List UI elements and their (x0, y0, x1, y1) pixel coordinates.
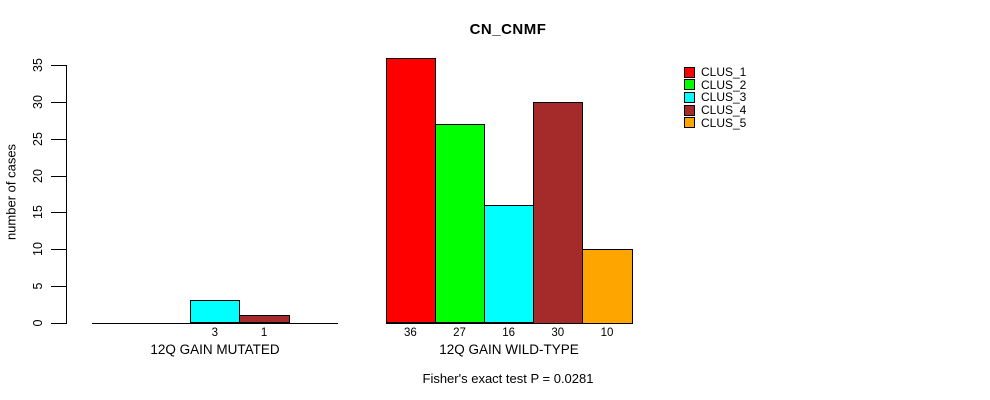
y-tick-label: 35 (31, 58, 45, 73)
y-tick (51, 102, 66, 103)
bar-value-label: 1 (260, 327, 268, 339)
y-tick-label: 20 (31, 168, 45, 183)
y-tick-label: 5 (31, 282, 45, 290)
legend-item-clus_1: CLUS_1 (684, 66, 746, 79)
legend-item-clus_3: CLUS_3 (684, 91, 746, 104)
legend-swatch (684, 117, 695, 129)
bar-value-label: 16 (502, 327, 516, 339)
y-tick (51, 322, 66, 324)
y-axis-label: number of cases (3, 143, 19, 241)
legend-label: CLUS_4 (701, 103, 747, 118)
y-tick (51, 212, 66, 214)
bar-clus_4-g1 (533, 102, 584, 324)
bar-clus_1-g1 (385, 57, 436, 324)
legend-swatch (684, 66, 695, 78)
bar-value-label: 36 (403, 327, 417, 339)
legend-item-clus_4: CLUS_4 (684, 104, 746, 117)
legend-item-clus_2: CLUS_2 (684, 79, 746, 92)
y-tick (51, 249, 66, 250)
group-label-wildtype: 12Q GAIN WILD-TYPE (439, 342, 579, 357)
bar-clus_5-g1 (582, 249, 633, 324)
chart-title: CN_CNMF (469, 21, 547, 38)
bar-value-label: 10 (600, 327, 614, 339)
legend-label: CLUS_5 (701, 115, 747, 130)
legend-label: CLUS_2 (701, 77, 747, 92)
bar-clus_4-g0 (239, 315, 290, 324)
legend-label: CLUS_3 (701, 90, 747, 105)
y-tick (51, 138, 66, 140)
y-tick (51, 285, 66, 287)
y-tick-label: 30 (31, 95, 45, 109)
fisher-test-annotation: Fisher's exact test P = 0.0281 (422, 371, 594, 386)
bar-value-label: 30 (551, 327, 565, 339)
bar-clus_2-g1 (434, 124, 486, 324)
group-label-mutated: 12Q GAIN MUTATED (150, 342, 280, 357)
bar-value-label: 27 (453, 327, 466, 339)
y-tick-label: 25 (31, 131, 45, 146)
legend-item-clus_5: CLUS_5 (684, 116, 746, 129)
legend-swatch (684, 104, 695, 116)
legend: CLUS_1 CLUS_2 CLUS_3 CLUS_4 CLUS_5 (684, 66, 746, 129)
bar-value-label: 3 (211, 327, 219, 339)
y-tick-label: 0 (31, 319, 45, 326)
y-tick (51, 65, 66, 67)
y-tick-label: 15 (31, 205, 45, 220)
bar-clus_3-g1 (484, 204, 535, 324)
legend-swatch (684, 91, 695, 103)
legend-label: CLUS_1 (701, 65, 747, 80)
legend-swatch (684, 79, 695, 91)
y-tick-label: 10 (31, 242, 45, 256)
y-tick (51, 175, 66, 177)
bar-clus_3-g0 (190, 300, 241, 324)
y-axis-line (66, 65, 67, 324)
